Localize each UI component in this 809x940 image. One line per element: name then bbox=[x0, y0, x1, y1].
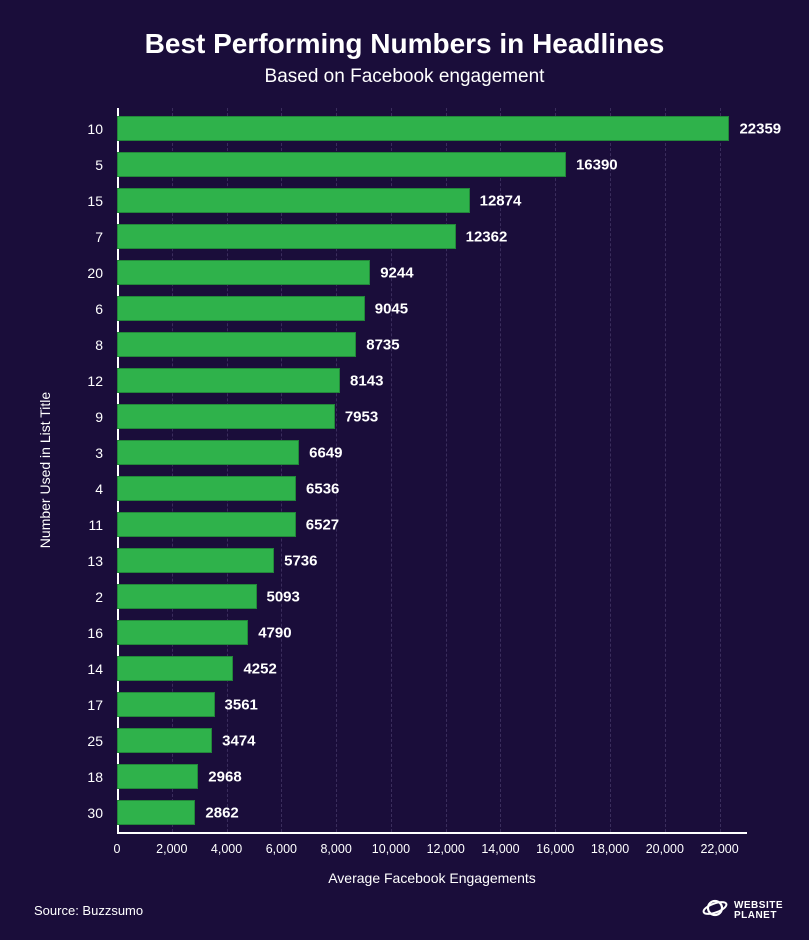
bar bbox=[117, 548, 274, 573]
category-label: 4 bbox=[63, 481, 103, 497]
bar bbox=[117, 620, 248, 645]
y-axis-label: Number Used in List Title bbox=[37, 392, 53, 548]
x-tick-label: 18,000 bbox=[591, 842, 629, 856]
grid-line bbox=[500, 108, 501, 832]
brand-name: WEBSITE PLANET bbox=[734, 901, 783, 920]
category-label: 15 bbox=[63, 193, 103, 209]
bar bbox=[117, 188, 470, 213]
value-label: 12362 bbox=[466, 228, 508, 245]
x-tick-label: 14,000 bbox=[481, 842, 519, 856]
x-tick-label: 0 bbox=[114, 842, 121, 856]
bar bbox=[117, 332, 356, 357]
grid-line bbox=[610, 108, 611, 832]
category-label: 17 bbox=[63, 697, 103, 713]
category-label: 2 bbox=[63, 589, 103, 605]
x-axis-label: Average Facebook Engagements bbox=[117, 870, 747, 886]
grid-line bbox=[281, 108, 282, 832]
bar bbox=[117, 296, 365, 321]
x-tick-label: 22,000 bbox=[700, 842, 738, 856]
category-label: 13 bbox=[63, 553, 103, 569]
bar bbox=[117, 368, 340, 393]
category-label: 12 bbox=[63, 373, 103, 389]
category-label: 10 bbox=[63, 121, 103, 137]
category-label: 6 bbox=[63, 301, 103, 317]
x-tick-label: 16,000 bbox=[536, 842, 574, 856]
bar bbox=[117, 116, 729, 141]
value-label: 7953 bbox=[345, 408, 378, 425]
category-label: 30 bbox=[63, 805, 103, 821]
category-label: 3 bbox=[63, 445, 103, 461]
x-tick-label: 6,000 bbox=[266, 842, 297, 856]
bar bbox=[117, 404, 335, 429]
category-label: 8 bbox=[63, 337, 103, 353]
grid-line bbox=[720, 108, 721, 832]
category-label: 5 bbox=[63, 157, 103, 173]
chart-canvas: Best Performing Numbers in Headlines Bas… bbox=[0, 0, 809, 940]
value-label: 3561 bbox=[225, 696, 258, 713]
bar bbox=[117, 224, 456, 249]
bar bbox=[117, 692, 215, 717]
value-label: 2968 bbox=[208, 768, 241, 785]
planet-icon bbox=[702, 895, 728, 926]
brand-logo: WEBSITE PLANET bbox=[702, 895, 783, 926]
value-label: 4252 bbox=[243, 660, 276, 677]
x-tick-label: 20,000 bbox=[646, 842, 684, 856]
grid-line bbox=[446, 108, 447, 832]
bar bbox=[117, 584, 257, 609]
bar bbox=[117, 764, 198, 789]
category-label: 25 bbox=[63, 733, 103, 749]
grid-line bbox=[227, 108, 228, 832]
source-attribution: Source: Buzzsumo bbox=[34, 903, 143, 918]
value-label: 9045 bbox=[375, 300, 408, 317]
x-tick-label: 10,000 bbox=[372, 842, 410, 856]
category-label: 11 bbox=[63, 517, 103, 533]
category-label: 7 bbox=[63, 229, 103, 245]
value-label: 2862 bbox=[205, 804, 238, 821]
category-label: 9 bbox=[63, 409, 103, 425]
y-axis-line bbox=[117, 108, 119, 832]
value-label: 6649 bbox=[309, 444, 342, 461]
value-label: 5093 bbox=[267, 588, 300, 605]
value-label: 12874 bbox=[480, 192, 522, 209]
bar bbox=[117, 476, 296, 501]
plot-area: 02,0004,0006,0008,00010,00012,00014,0001… bbox=[117, 108, 747, 832]
grid-line bbox=[555, 108, 556, 832]
grid-line bbox=[172, 108, 173, 832]
chart-title: Best Performing Numbers in Headlines bbox=[0, 28, 809, 60]
grid-line bbox=[665, 108, 666, 832]
category-label: 20 bbox=[63, 265, 103, 281]
value-label: 8143 bbox=[350, 372, 383, 389]
value-label: 22359 bbox=[739, 120, 781, 137]
x-tick-label: 12,000 bbox=[427, 842, 465, 856]
category-label: 18 bbox=[63, 769, 103, 785]
bar bbox=[117, 260, 370, 285]
grid-line bbox=[336, 108, 337, 832]
value-label: 5736 bbox=[284, 552, 317, 569]
x-tick-label: 8,000 bbox=[320, 842, 351, 856]
value-label: 8735 bbox=[366, 336, 399, 353]
x-tick-label: 4,000 bbox=[211, 842, 242, 856]
bar bbox=[117, 728, 212, 753]
value-label: 6536 bbox=[306, 480, 339, 497]
value-label: 4790 bbox=[258, 624, 291, 641]
x-axis-line bbox=[117, 832, 747, 834]
category-label: 16 bbox=[63, 625, 103, 641]
value-label: 9244 bbox=[380, 264, 413, 281]
bar bbox=[117, 656, 233, 681]
chart-subtitle: Based on Facebook engagement bbox=[0, 66, 809, 88]
category-label: 14 bbox=[63, 661, 103, 677]
grid-line bbox=[391, 108, 392, 832]
value-label: 16390 bbox=[576, 156, 618, 173]
bar bbox=[117, 512, 296, 537]
bar bbox=[117, 800, 195, 825]
bar bbox=[117, 152, 566, 177]
bar bbox=[117, 440, 299, 465]
value-label: 3474 bbox=[222, 732, 255, 749]
x-tick-label: 2,000 bbox=[156, 842, 187, 856]
value-label: 6527 bbox=[306, 516, 339, 533]
